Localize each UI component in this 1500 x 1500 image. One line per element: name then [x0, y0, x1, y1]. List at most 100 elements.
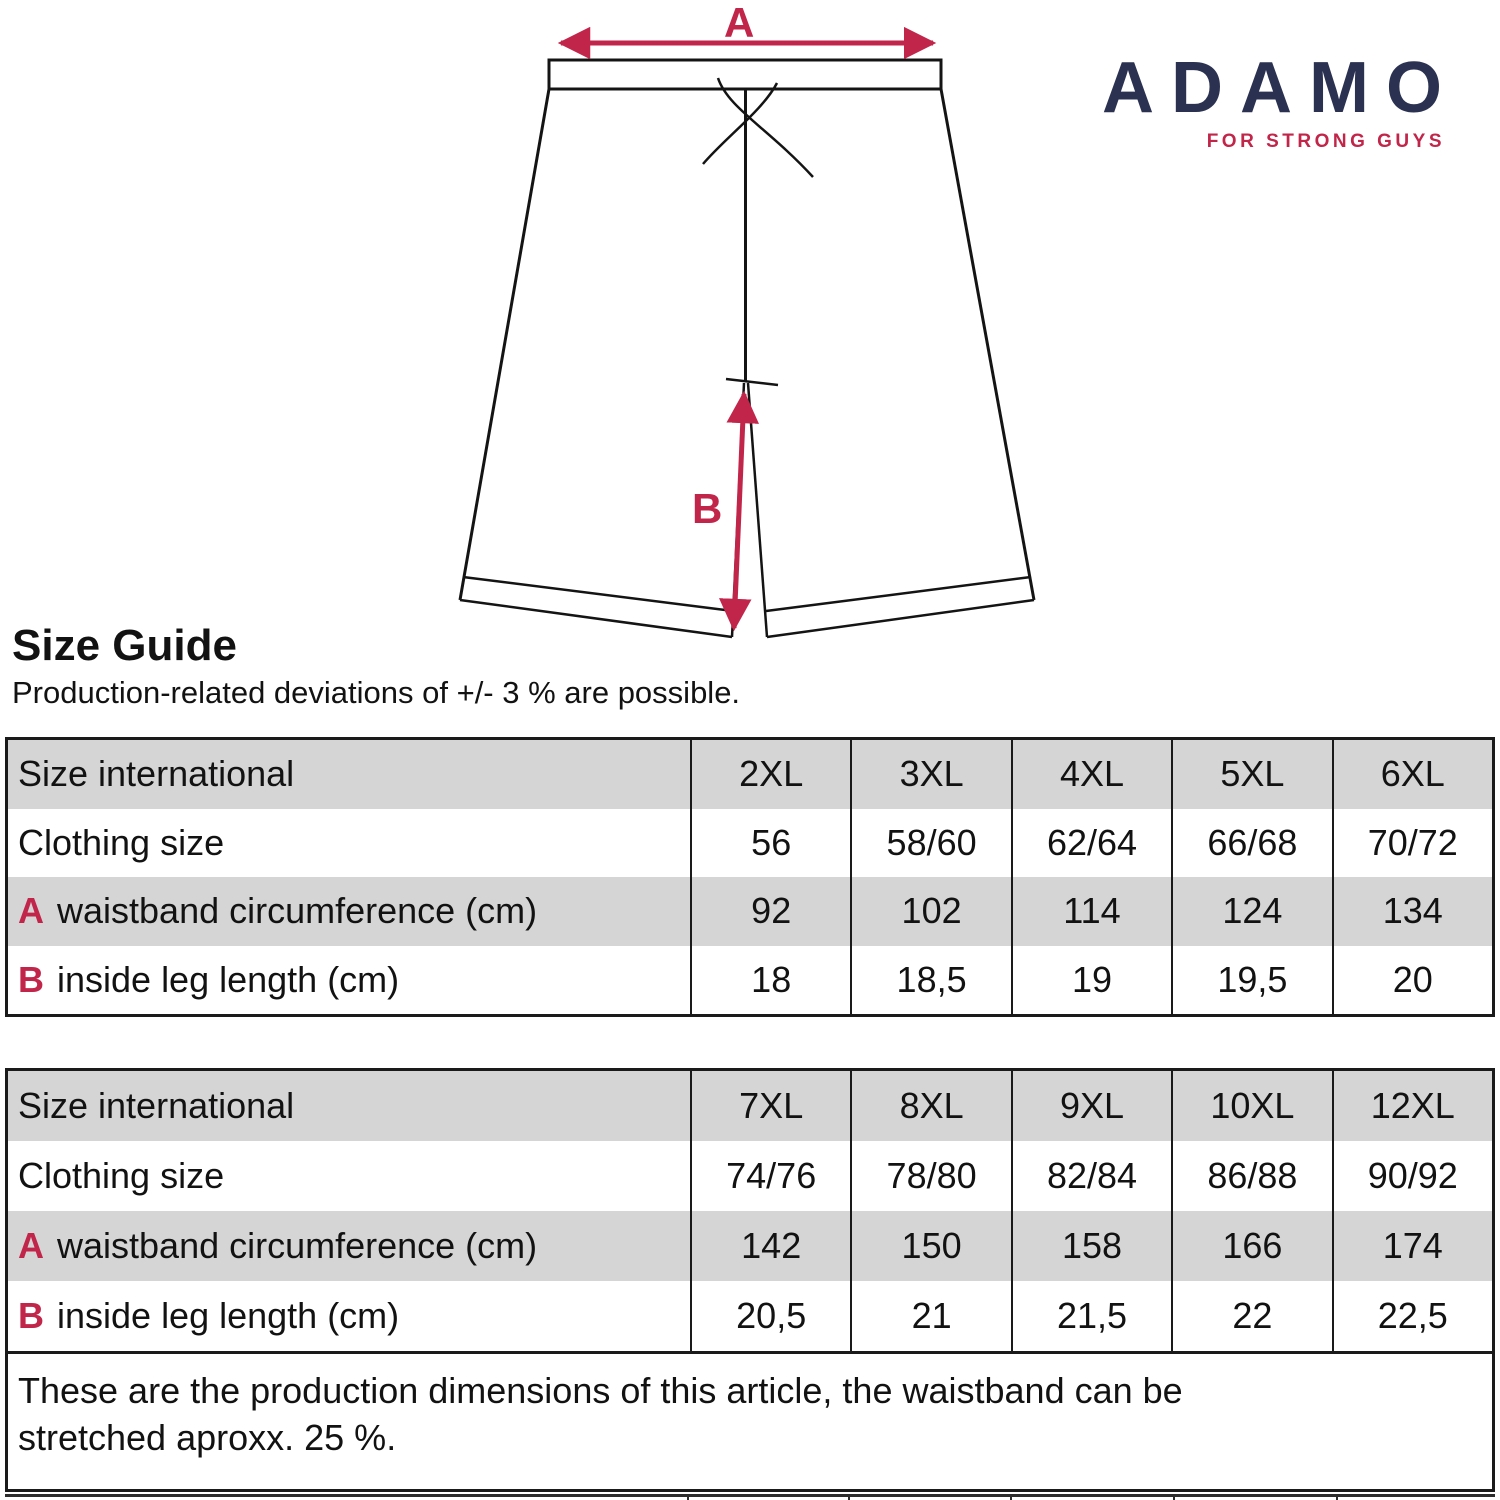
right-leg-inner-edge: [746, 382, 769, 638]
cropped-table-edge: [5, 1494, 1495, 1500]
size-cell: 4XL: [1010, 740, 1171, 809]
row-label: Size international: [8, 1071, 690, 1141]
size-table-2xl-6xl: Size international 2XL 3XL 4XL 5XL 6XL Clothin…: [5, 737, 1495, 1017]
size-cell: 5XL: [1171, 740, 1331, 809]
brand-name: ADAMO: [1102, 48, 1459, 128]
size-cell: 8XL: [850, 1071, 1010, 1141]
size-cell: 134: [1331, 877, 1492, 946]
size-cell: 174: [1331, 1211, 1492, 1281]
crotch-tick: [725, 377, 779, 387]
size-cell: 56: [690, 808, 850, 877]
size-cell: 102: [850, 877, 1010, 946]
size-cell: 19,5: [1171, 945, 1331, 1014]
size-cell: 7XL: [690, 1071, 850, 1141]
drawstring-right: [702, 82, 779, 165]
size-cell: 142: [690, 1211, 850, 1281]
size-cell: 21: [850, 1281, 1010, 1351]
size-cell: 22,5: [1331, 1281, 1492, 1351]
left-hem-top: [462, 575, 734, 613]
row-label: Clothing size: [8, 809, 690, 878]
brand-tagline: FOR STRONG GUYS: [1206, 131, 1445, 152]
footnote: These are the production dimensions of t…: [5, 1354, 1495, 1492]
size-cell: 20: [1331, 945, 1492, 1014]
table-row: Clothing size 74/76 78/80 82/84 86/88 90/92: [8, 1141, 1492, 1211]
size-cell: 62/64: [1010, 808, 1171, 877]
row-label-text: Clothing size: [18, 1155, 225, 1196]
table-row: Size international 2XL 3XL 4XL 5XL 6XL: [8, 740, 1492, 809]
size-cell: 20,5: [690, 1281, 850, 1351]
footnote-line-2: stretched aproxx. 25 %.: [18, 1416, 397, 1458]
left-leg-outer-edge: [458, 88, 551, 601]
row-label: Clothing size: [8, 1141, 690, 1211]
size-cell: 3XL: [850, 740, 1010, 809]
column-tick: [1336, 1497, 1338, 1500]
column-tick: [848, 1497, 850, 1500]
row-label: Size international: [8, 740, 690, 809]
size-cell: 10XL: [1171, 1071, 1331, 1141]
row-label-text: waistband circumference (cm): [57, 890, 538, 932]
size-cell: 124: [1171, 877, 1331, 946]
size-cell: 82/84: [1010, 1141, 1171, 1211]
size-table-7xl-12xl: Size international 7XL 8XL 9XL 10XL 12XL Cloth…: [5, 1068, 1495, 1354]
table-row: Size international 7XL 8XL 9XL 10XL 12XL: [8, 1071, 1492, 1141]
measure-letter: A: [18, 890, 44, 932]
size-cell: 22: [1171, 1281, 1331, 1351]
footnote-line-1: These are the production dimensions of t…: [18, 1370, 1183, 1411]
page-title: Size Guide: [12, 621, 237, 670]
size-cell: 70/72: [1331, 808, 1492, 877]
size-cell: 18: [690, 945, 850, 1014]
column-tick: [1173, 1497, 1175, 1500]
right-leg-outer-edge: [939, 88, 1036, 601]
page-subtitle: Production-related deviations of +/- 3 %…: [12, 675, 741, 710]
left-hem-bottom: [459, 598, 733, 639]
drawstring-left: [716, 77, 814, 178]
right-hem-top: [765, 575, 1032, 613]
size-cell: 90/92: [1331, 1141, 1492, 1211]
row-label-text: inside leg length (cm): [57, 958, 400, 1000]
row-label-text: waistband circumference (cm): [57, 1225, 538, 1266]
measure-label-a: A: [724, 0, 755, 46]
size-cell: 19: [1010, 945, 1171, 1014]
measure-letter: B: [18, 1295, 44, 1336]
size-cell: 6XL: [1331, 740, 1492, 809]
row-label-text: Size international: [18, 1085, 295, 1126]
measure-label-b: B: [692, 485, 723, 532]
table-row: Clothing size 56 58/60 62/64 66/68 70/72: [8, 808, 1492, 878]
size-cell: 92: [690, 877, 850, 946]
shorts-diagram: [458, 26, 1036, 639]
size-cell: 2XL: [690, 740, 850, 809]
row-label-text: Size international: [18, 753, 295, 795]
size-cell: 158: [1010, 1211, 1171, 1281]
row-label-text: inside leg length (cm): [57, 1295, 400, 1336]
right-hem-bottom: [766, 598, 1035, 639]
measure-letter: A: [18, 1225, 44, 1266]
size-cell: 74/76: [690, 1141, 850, 1211]
column-tick: [687, 1497, 689, 1500]
size-cell: 12XL: [1331, 1071, 1492, 1141]
size-cell: 9XL: [1010, 1071, 1171, 1141]
row-label-text: Clothing size: [18, 821, 225, 863]
size-cell: 21,5: [1010, 1281, 1171, 1351]
size-cell: 18,5: [850, 945, 1010, 1014]
brand-logo: ADAMO FOR STRONG GUYS: [1102, 52, 1442, 153]
inseam-measure-arrow: [719, 390, 759, 632]
waistband: [547, 58, 943, 91]
column-tick: [1010, 1497, 1012, 1500]
size-cell: 78/80: [850, 1141, 1010, 1211]
size-cell: 166: [1171, 1211, 1331, 1281]
measure-letter: B: [18, 958, 44, 1000]
size-cell: 150: [850, 1211, 1010, 1281]
size-cell: 58/60: [850, 808, 1010, 877]
size-cell: 66/68: [1171, 808, 1331, 877]
size-cell: 114: [1010, 877, 1171, 946]
size-cell: 86/88: [1171, 1141, 1331, 1211]
